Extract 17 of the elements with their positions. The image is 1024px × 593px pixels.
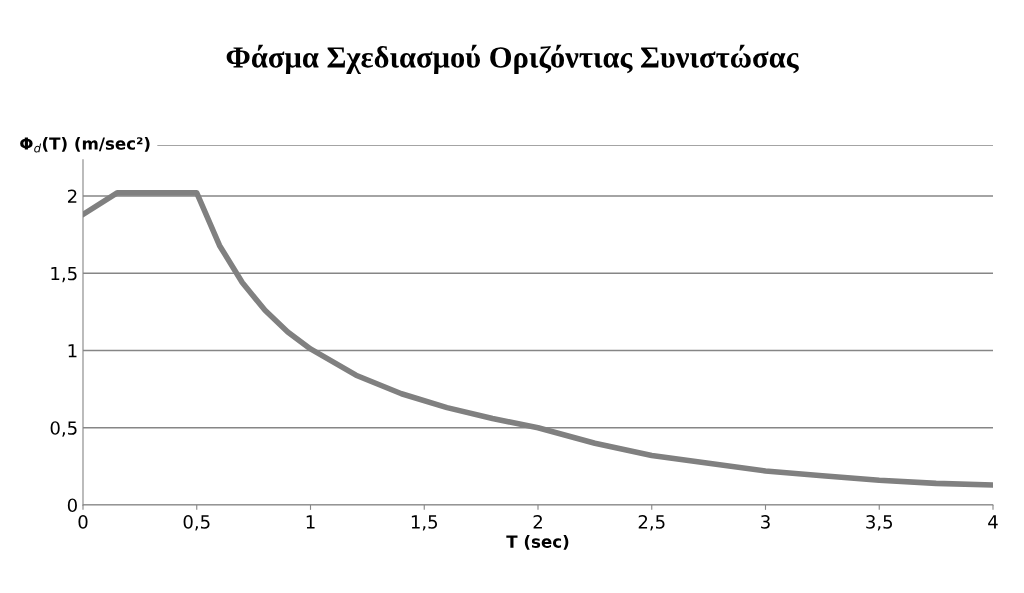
y-tick-label: 0,5 bbox=[50, 421, 77, 437]
x-tick-label: 0 bbox=[78, 515, 88, 529]
chart-title: Φάσμα Σχεδιασμού Οριζόντιας Συνιστώσας bbox=[226, 44, 799, 74]
x-tick-label: 2 bbox=[533, 515, 542, 529]
x-tick-label: 1,5 bbox=[411, 515, 438, 531]
y-tick-label: 1,5 bbox=[51, 266, 77, 283]
y-tick-label: 2 bbox=[67, 189, 77, 203]
x-tick-label: 2,5 bbox=[638, 515, 665, 531]
x-axis-title: T (sec) bbox=[506, 534, 569, 550]
x-tick-label: 4 bbox=[988, 515, 998, 529]
x-tick-label: 3,5 bbox=[866, 515, 893, 531]
x-tick-label: 0,5 bbox=[183, 515, 210, 531]
y-tick-label: 1 bbox=[68, 344, 77, 358]
x-tick-label: 1 bbox=[306, 515, 315, 529]
y-axis-title: Φ$_{d}$(T) (m/sec²) bbox=[20, 136, 150, 153]
x-tick-label: 3 bbox=[761, 515, 770, 529]
y-tick-label: 0 bbox=[67, 498, 77, 513]
